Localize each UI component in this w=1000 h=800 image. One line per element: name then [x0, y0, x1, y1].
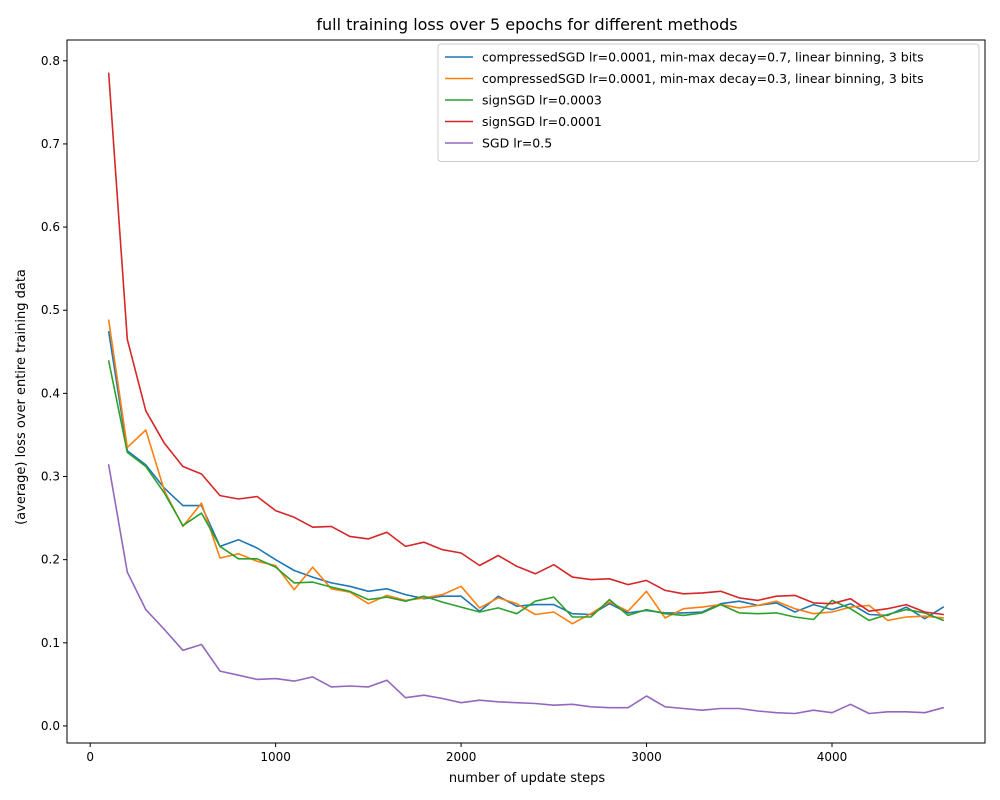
y-tick-label: 0.5	[41, 303, 60, 317]
x-tick-label: 4000	[817, 750, 848, 764]
y-tick-label: 0.0	[41, 719, 60, 733]
x-tick-label: 1000	[260, 750, 291, 764]
series-line-5	[107, 464, 945, 715]
x-tick-label: 0	[86, 750, 94, 764]
legend-label-3: signSGD lr=0.0003	[482, 93, 602, 108]
y-tick-label: 0.6	[41, 220, 60, 234]
legend-label-2: compressedSGD lr=0.0001, min-max decay=0…	[482, 71, 924, 86]
legend-box	[437, 43, 980, 162]
series-line-1	[107, 330, 945, 620]
legend-label-1: compressedSGD lr=0.0001, min-max decay=0…	[482, 50, 924, 65]
plot-frame	[66, 39, 986, 744]
y-tick-label: 0.2	[41, 553, 60, 567]
legend-label-5: SGD lr=0.5	[482, 136, 552, 151]
y-tick-label: 0.8	[41, 54, 60, 68]
series-line-2	[107, 319, 945, 625]
series-line-3	[107, 360, 945, 622]
series-layer	[107, 72, 945, 715]
y-tick-label: 0.3	[41, 470, 60, 484]
chart-title: full training loss over 5 epochs for dif…	[316, 15, 737, 34]
x-axis: 0 1000 2000 3000 4000	[86, 743, 847, 764]
legend: compressedSGD lr=0.0001, min-max decay=0…	[437, 43, 980, 162]
x-tick-label: 2000	[446, 750, 477, 764]
plot-area: 0 1000 2000 3000 4000 0.00.10.20.30.40.50.60…	[41, 39, 986, 764]
y-tick-label: 0.1	[41, 636, 60, 650]
legend-label-4: signSGD lr=0.0001	[482, 114, 602, 129]
y-tick-label: 0.7	[41, 137, 60, 151]
series-line-4	[107, 72, 945, 616]
x-tick-label: 3000	[631, 750, 662, 764]
y-tick-label: 0.4	[41, 386, 60, 400]
y-axis-label: (average) loss over entire training data	[14, 269, 29, 525]
x-axis-label: number of update steps	[449, 771, 606, 786]
y-axis: 0.0 0.1 0.2 0.3 0.4 0.5 0.6 0.7 0.8	[41, 54, 67, 733]
